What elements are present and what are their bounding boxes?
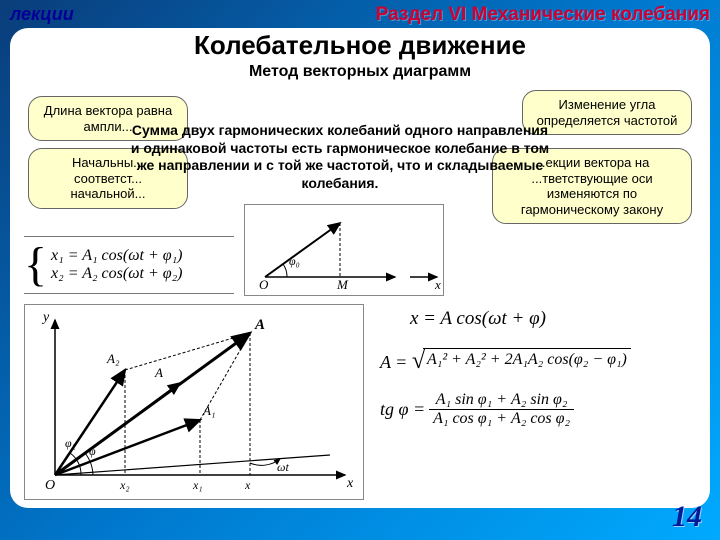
formula-amplitude: A = √ A₁² + A₂² + 2A₁A₂ cos(φ₂ − φ₁) (380, 348, 702, 375)
fraction: A₁ sin φ₁ + A₂ sin φ₂ A₁ cos φ₁ + A₂ cos… (429, 391, 574, 428)
section-title: Раздел VI Механические колебания (376, 4, 710, 26)
eq-x1: x₁ = A₁ cos(ωt + φ₁) (51, 247, 182, 265)
content-card: Колебательное движение Метод векторных д… (10, 28, 710, 508)
sqrt-icon: √ A₁² + A₂² + 2A₁A₂ cos(φ₂ − φ₁) (412, 348, 631, 375)
formulas-panel: x = A cos(ωt + φ) A = √ A₁² + A₂² + 2A₁A… (380, 308, 702, 428)
svg-text:x: x (434, 277, 441, 292)
f2-lhs: A = (380, 352, 412, 372)
svg-text:M: M (336, 277, 349, 292)
f2-radicand: A₁² + A₂² + 2A₁A₂ cos(φ₂ − φ₁) (423, 348, 631, 369)
main-title: Колебательное движение (10, 28, 710, 61)
formula-x: x = A cos(ωt + φ) (380, 308, 702, 330)
svg-text:x: x (244, 478, 251, 492)
svg-text:y: y (41, 310, 50, 325)
svg-text:O: O (45, 478, 55, 493)
svg-text:x₂: x₂ (119, 478, 130, 492)
svg-text:x: x (346, 476, 354, 491)
page-number: 14 (672, 500, 702, 534)
svg-text:O: O (259, 277, 269, 292)
subtitle: Метод векторных диаграмм (10, 63, 710, 81)
svg-text:A: A (254, 317, 265, 333)
vector-diagram-small: O M x φ₀ (244, 204, 444, 296)
svg-text:A₁: A₁ (202, 403, 215, 418)
f3-num: A₁ sin φ₁ + A₂ sin φ₂ (429, 391, 574, 410)
svg-text:x₁: x₁ (192, 478, 203, 492)
vector-diagram-big: O x y A A₁ A₂ A φ φ₂ ωt x₂ x₁ x (24, 304, 364, 500)
svg-text:φ₂: φ₂ (65, 436, 76, 450)
f3-den: A₁ cos φ₁ + A₂ cos φ₂ (429, 410, 574, 428)
formula-phase: tg φ = A₁ sin φ₁ + A₂ sin φ₂ A₁ cos φ₁ +… (380, 391, 702, 428)
lectures-label: лекции (10, 4, 74, 25)
brace-icon: { (24, 241, 47, 289)
f3-lhs: tg φ = (380, 399, 425, 420)
summary-statement: Сумма двух гармонических колебаний одног… (130, 122, 550, 192)
big-diagram-svg: O x y A A₁ A₂ A φ φ₂ ωt x₂ x₁ x (25, 305, 365, 501)
svg-text:A₂: A₂ (106, 351, 120, 366)
system-lines: x₁ = A₁ cos(ωt + φ₁) x₂ = A₂ cos(ωt + φ₂… (51, 247, 182, 283)
svg-text:A: A (154, 365, 163, 380)
slide-header: лекции Раздел VI Механические колебания (0, 0, 720, 26)
svg-text:φ₀: φ₀ (289, 254, 300, 268)
eq-x2: x₂ = A₂ cos(ωt + φ₂) (51, 265, 182, 283)
equation-system: { x₁ = A₁ cos(ωt + φ₁) x₂ = A₂ cos(ωt + … (24, 236, 234, 294)
svg-text:φ: φ (89, 444, 96, 458)
svg-text:ωt: ωt (277, 460, 289, 474)
small-diagram-svg: O M x φ₀ (245, 205, 445, 297)
